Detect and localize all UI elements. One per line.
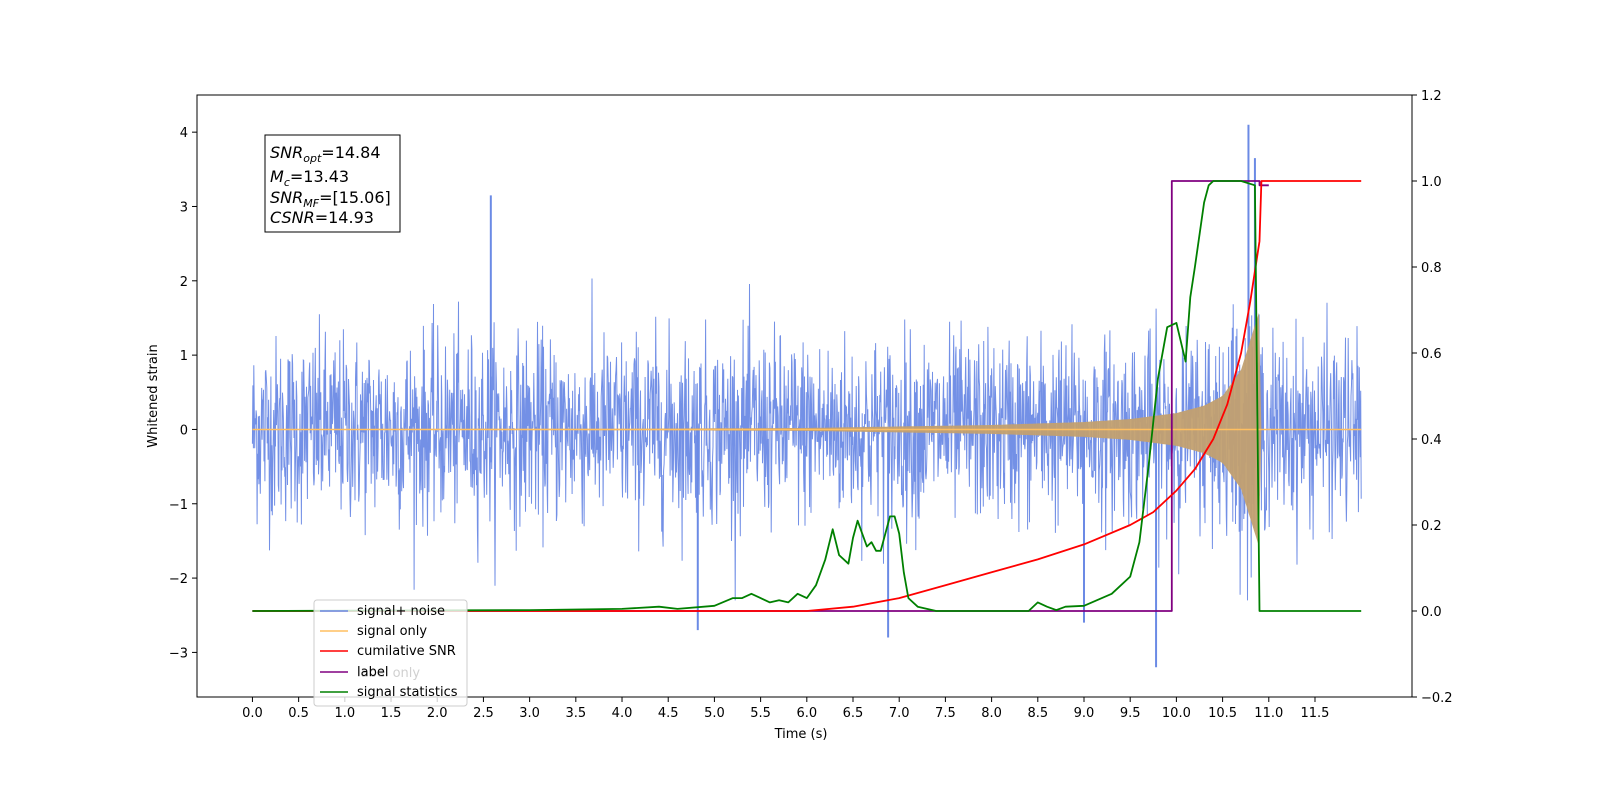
legend-label-label: label: [357, 665, 388, 680]
series-line-signal-statistics: [252, 180, 1362, 612]
annotation-snr-opt: SNRopt=14.84: [270, 143, 381, 165]
x-tick-label: 3.0: [519, 706, 540, 721]
legend-entry-signal-plus-noise: signal+ noise: [320, 604, 445, 619]
y-tick-label: 4: [180, 126, 188, 141]
series-line-label: [252, 180, 1269, 612]
x-tick-label: 11.0: [1254, 706, 1283, 721]
annotation-frame: [264, 134, 401, 233]
y2-tick-label: 1.2: [1421, 89, 1442, 104]
legend-label-signal-plus-noise: signal+ noise: [357, 604, 445, 619]
y2-tick-label: 0.0: [1421, 605, 1442, 620]
plot-frame: [196, 94, 1413, 698]
y-tick-label: 2: [180, 275, 188, 290]
annotation-snr-mf: SNRMF=[15.06]: [270, 188, 391, 210]
y-axis-left: −3 −2 −1 0 1 2 3 4: [169, 126, 197, 661]
legend-entry-signal-statistics: signal statistics: [320, 685, 458, 700]
x-tick-label: 7.0: [889, 706, 910, 721]
x-tick-label: 10.5: [1208, 706, 1237, 721]
x-tick-label: 2.0: [427, 706, 448, 721]
annotation-box: SNRopt=14.84 Mc=13.43 SNRMF=[15.06] CSNR…: [264, 134, 401, 233]
y-tick-label: −3: [169, 646, 188, 661]
x-tick-label: 8.5: [1027, 706, 1048, 721]
y2-tick-label: 0.2: [1421, 519, 1442, 534]
y-tick-label: 3: [180, 200, 188, 215]
series-signal-plus-noise: [251, 124, 1362, 668]
y2-tick-label: −0.2: [1421, 691, 1453, 706]
legend-label-cumilative-snr: cumilative SNR: [357, 644, 456, 659]
x-tick-label: 0.5: [288, 706, 309, 721]
x-tick-label: 10.0: [1162, 706, 1191, 721]
x-tick-label: 1.5: [381, 706, 402, 721]
x-tick-label: 4.0: [612, 706, 633, 721]
x-tick-label: 4.5: [658, 706, 679, 721]
y-tick-label: 0: [180, 423, 188, 438]
legend-label-signal-only: signal only: [357, 624, 427, 639]
x-axis: 0.0 0.5 1.0 1.5 2.0 2.5 3.0 3.5 4.0 4.5 5.0 5.5 6.0 6…: [242, 697, 1329, 721]
x-tick-label: 5.5: [750, 706, 771, 721]
annotation-csnr-value: 14.93: [328, 208, 374, 227]
annotation-csnr: CSNR=14.93: [270, 208, 374, 227]
x-tick-label: 3.5: [565, 706, 586, 721]
x-tick-label: 8.0: [981, 706, 1002, 721]
legend-entry-label: label: [320, 665, 388, 680]
x-tick-label: 0.0: [242, 706, 263, 721]
legend-entry-cumilative-snr: cumilative SNR: [320, 644, 456, 659]
x-tick-label: 9.5: [1120, 706, 1141, 721]
y-tick-label: −2: [169, 572, 188, 587]
x-tick-label: 1.0: [334, 706, 355, 721]
legend-frame: [313, 599, 468, 707]
y2-tick-label: 0.4: [1421, 433, 1442, 448]
y-tick-label: 1: [180, 349, 188, 364]
series-signal-only: [252, 312, 1362, 547]
y2-tick-label: 0.6: [1421, 347, 1442, 362]
y-axis-label: Whitened strain: [146, 344, 161, 447]
annotation-mc: Mc=13.43: [270, 167, 349, 189]
x-axis-label: Time (s): [774, 727, 828, 742]
annotation-mc-value: 13.43: [303, 167, 349, 186]
y-axis-right: −0.2 0.0 0.2 0.4 0.6 0.8 1.0 1.2: [1412, 89, 1453, 706]
y2-tick-label: 1.0: [1421, 175, 1442, 190]
x-tick-label: 6.5: [843, 706, 864, 721]
x-tick-label: 9.0: [1074, 706, 1095, 721]
annotation-snr-mf-value: [15.06]: [332, 188, 390, 207]
signal-plus-noise-line: [251, 278, 1362, 601]
legend-entry-signal-only: signal only: [320, 624, 427, 639]
y2-tick-label: 0.8: [1421, 261, 1442, 276]
x-tick-label: 11.5: [1301, 706, 1330, 721]
annotation-snr-opt-value: 14.84: [335, 143, 381, 162]
x-tick-label: 6.0: [796, 706, 817, 721]
x-tick-label: 2.5: [473, 706, 494, 721]
legend-hidden-text: label only: [357, 666, 420, 681]
legend: label only signal+ noise signal only cum…: [313, 599, 468, 707]
series-line-cumilative-snr: [252, 180, 1362, 612]
series-lines: [252, 180, 1362, 612]
legend-label-signal-statistics: signal statistics: [357, 685, 458, 700]
x-tick-label: 7.5: [935, 706, 956, 721]
x-tick-label: 5.0: [704, 706, 725, 721]
y-tick-label: −1: [169, 498, 188, 513]
